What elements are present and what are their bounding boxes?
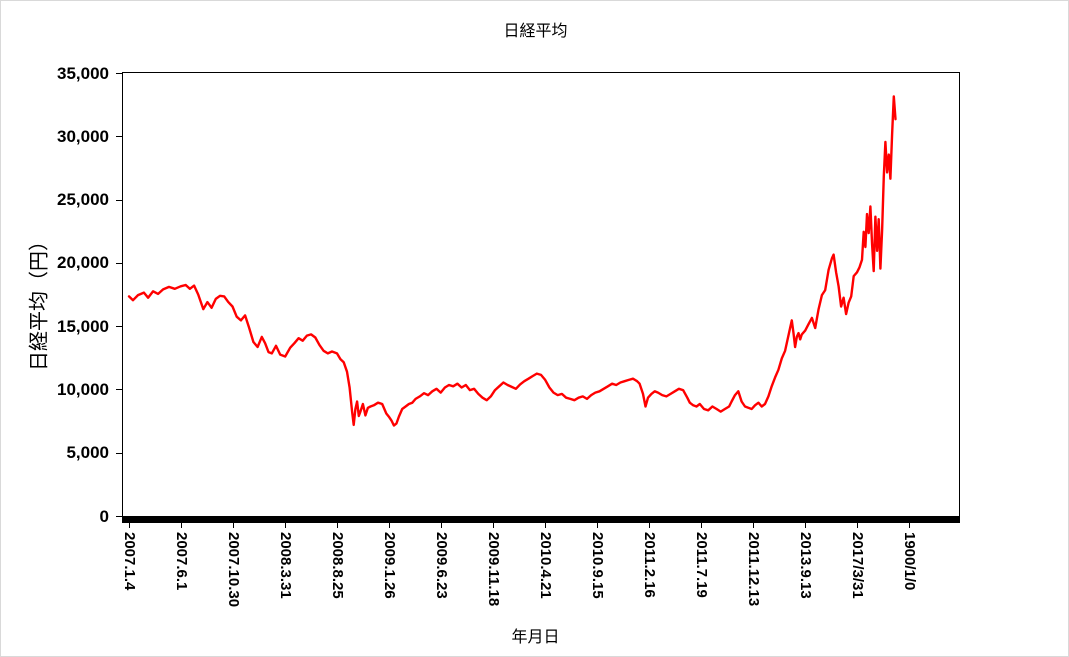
x-tick-mark [389,523,390,528]
x-tick-label: 2011.7.19 [693,532,710,598]
x-tick-label: 2009.11.18 [485,532,502,607]
y-tick-mark [116,199,123,201]
y-axis-title: 日経平均（円） [28,231,51,371]
x-tick-mark [441,523,442,528]
y-tick-mark [116,73,123,74]
x-tick-mark [701,523,702,528]
x-tick-mark [857,523,858,528]
y-tick-label: 35,000 [57,63,109,83]
y-tick-mark [116,136,123,138]
x-tick-label: 2007.6.1 [173,532,190,591]
x-tick-label: 2013.9.13 [797,532,814,599]
x-tick-mark [129,523,130,528]
x-tick-mark [337,523,338,528]
x-tick-label: 2009.6.23 [433,532,450,599]
x-tick-label: 2007.10.30 [225,532,242,608]
y-tick-mark [116,326,123,328]
x-tick-mark [545,523,546,528]
x-tick-mark [493,523,494,528]
y-tick-label: 5,000 [66,443,109,463]
y-tick-label: 10,000 [57,379,109,399]
plot-area [122,72,960,523]
y-tick-mark [116,516,123,517]
x-tick-label: 1900/1/0 [901,532,918,591]
x-tick-label: 2017/3/31 [849,532,866,599]
x-tick-label: 2007.1.4 [121,532,138,591]
x-tick-mark [285,523,286,528]
y-tick-label: 0 [99,506,109,526]
x-tick-mark [909,523,910,528]
x-tick-mark [805,523,806,528]
chart-title: 日経平均 [503,23,568,40]
x-tick-label: 2010.4.21 [537,532,554,599]
y-tick-label: 15,000 [57,316,109,336]
x-axis-title: 年月日 [511,629,560,646]
x-tick-label: 2008.8.25 [329,532,346,599]
x-tick-mark [181,523,182,528]
nikkei-line [127,95,897,427]
y-tick-mark [116,389,123,391]
y-tick-mark [116,262,123,264]
x-tick-label: 2010.9.15 [589,532,606,599]
y-tick-label: 25,000 [57,190,109,210]
y-tick-mark [116,452,123,454]
x-tick-label: 2009.1.26 [381,532,398,599]
x-tick-label: 2011.2.16 [641,532,658,598]
x-tick-mark [597,523,598,528]
plot-svg [127,95,897,427]
y-tick-label: 20,000 [57,253,109,273]
y-tick-label: 30,000 [57,126,109,146]
x-tick-mark [649,523,650,528]
x-tick-mark [233,523,234,528]
x-tick-mark [753,523,754,528]
x-tick-label: 2008.3.31 [277,532,294,599]
x-tick-label: 2011.12.13 [745,532,762,607]
